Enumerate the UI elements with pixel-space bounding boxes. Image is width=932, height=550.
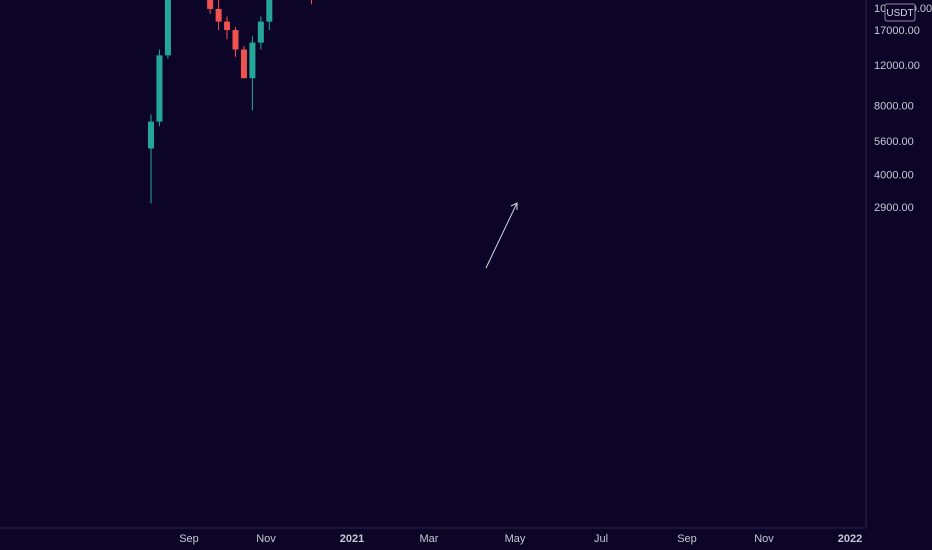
x-tick-label: Sep — [677, 533, 697, 545]
candle-body — [266, 0, 273, 22]
candle-body — [148, 121, 154, 149]
candle-body — [156, 55, 163, 122]
y-tick-label: 17000.00 — [874, 25, 920, 37]
x-tick-label: 2021 — [340, 533, 364, 545]
candle-body — [257, 21, 264, 43]
arrow-head-icon — [510, 202, 518, 210]
x-tick-label: Nov — [256, 533, 276, 545]
y-tick-label: 2900.00 — [874, 202, 914, 214]
candle-body — [224, 21, 231, 31]
x-tick-label: 2022 — [838, 533, 862, 545]
currency-badge[interactable] — [884, 3, 916, 22]
candle-body — [215, 8, 222, 22]
y-tick-label: 4000.00 — [874, 170, 914, 182]
candle-body — [249, 42, 256, 79]
x-tick-label: Sep — [179, 533, 199, 545]
y-tick-label: 12000.00 — [874, 60, 920, 72]
x-tick-label: May — [505, 533, 526, 545]
candle-body — [164, 0, 171, 56]
projection-arrow — [485, 202, 518, 269]
x-tick-label: Nov — [754, 533, 774, 545]
x-tick-label: Jul — [594, 533, 608, 545]
candle-body — [232, 30, 239, 50]
y-tick-label: 5600.00 — [874, 136, 914, 148]
candle-body — [240, 49, 247, 79]
y-tick-label: 8000.00 — [874, 100, 914, 112]
x-tick-label: Mar — [420, 533, 439, 545]
currency-label: USDT — [886, 8, 913, 19]
candle-body — [207, 0, 214, 9]
